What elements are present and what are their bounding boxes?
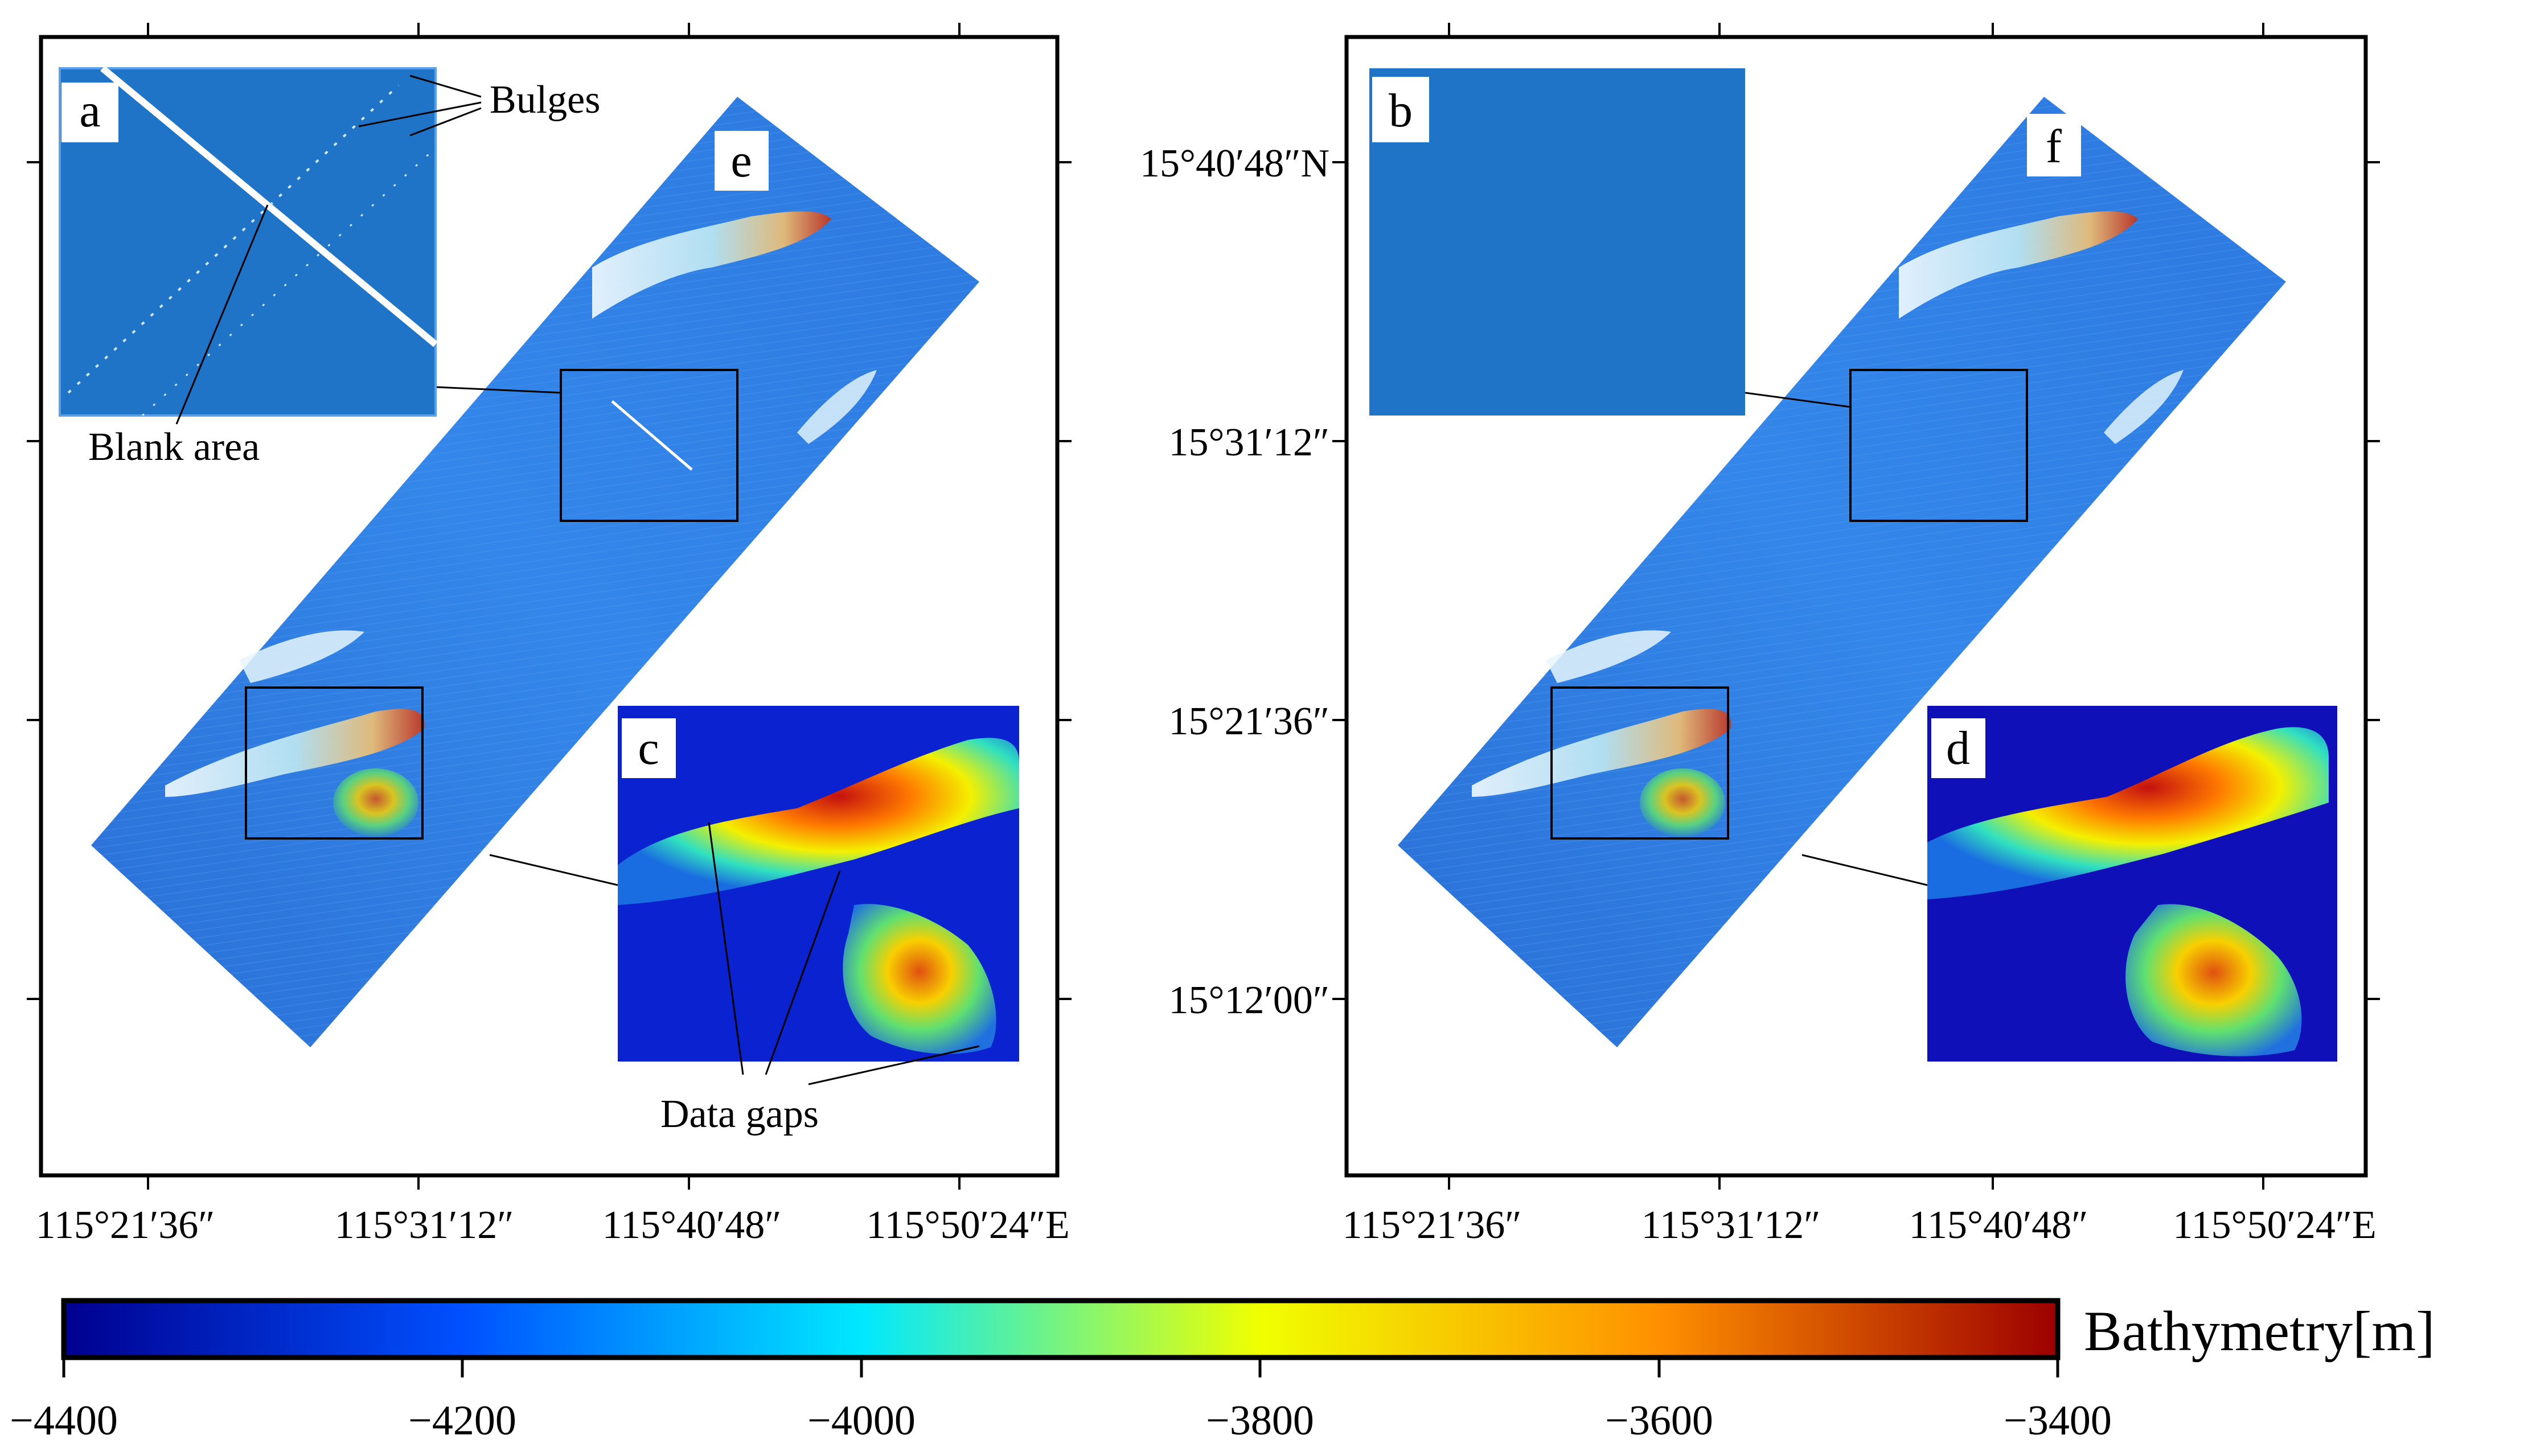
y-tick-label: 15°12′00″ <box>1169 978 1329 1022</box>
x-tick-label: 115°50′24″E <box>2173 1203 2377 1247</box>
x-tick-label: 115°31′12″ <box>335 1203 514 1247</box>
colorbar-tick-label: −4200 <box>408 1397 516 1444</box>
y-tick-label: 15°31′12″ <box>1169 421 1329 464</box>
right-ticks <box>1332 23 2380 1190</box>
inset-a-bulges-line <box>67 84 400 394</box>
southern-ridge <box>165 709 425 797</box>
inset-c-letter: c <box>638 722 659 775</box>
inset-a-blank-line <box>100 65 438 347</box>
map-panel-right: b f d 115°21′36″ 115°31′12″ 115°40′48″ 1… <box>1332 23 2380 1247</box>
southern-peak <box>333 768 418 837</box>
inset-b-letter-bg <box>1372 77 1429 142</box>
y-axis-labels: 15°40′48″N 15°31′12″ 15°21′36″ 15°12′00″ <box>1140 142 1329 1022</box>
panel-f-letter-bg <box>2027 114 2081 176</box>
top-ticks <box>27 23 1072 1190</box>
inset-a-image <box>59 67 437 417</box>
blank-area-artifact <box>611 400 693 471</box>
southern-peak <box>1640 768 1725 837</box>
colorbar-tick-label: −3400 <box>2004 1397 2112 1444</box>
colorbar-tick-label: −3800 <box>1206 1397 1314 1444</box>
colorbar-title: Bathymetry[m] <box>2084 1299 2435 1363</box>
northern-ridge <box>592 211 831 319</box>
colorbar-tick-label: −4000 <box>807 1397 916 1444</box>
northern-ridge <box>1899 211 2138 319</box>
blank-area-label: Blank area <box>88 425 260 469</box>
x-tick-label: 115°31′12″ <box>1641 1203 1821 1247</box>
southern-ridge <box>1472 709 1731 797</box>
x-tick-label: 115°21′36″ <box>1343 1203 1522 1247</box>
inset-c: c <box>618 706 1019 1062</box>
inset-d-letter: d <box>1946 722 1970 775</box>
data-gaps-label: Data gaps <box>660 1092 819 1136</box>
inset-b-letter: b <box>1389 84 1413 137</box>
inset-a: a <box>59 65 438 417</box>
y-tick-label: 15°40′48″N <box>1140 142 1329 186</box>
panel-e-letter-bg <box>715 131 769 191</box>
colorbar-ticks <box>62 1358 2059 1377</box>
map-panel-left: a Bulges Blank area e c Data gaps 11 <box>27 23 1072 1247</box>
inset-a-letter: a <box>79 84 100 137</box>
panel-e-letter: e <box>730 134 752 187</box>
inset-box-bottom <box>1550 686 1729 840</box>
colorbar: Bathymetry[m] −4400 −4200 −4000 −3800 −3… <box>10 1298 2435 1444</box>
bulges-label: Bulges <box>490 78 600 122</box>
swath-texture <box>91 97 979 1047</box>
inset-box-bottom <box>245 686 424 840</box>
inset-box-top <box>1849 369 2028 522</box>
inset-b: b <box>1369 68 1745 416</box>
eastern-ridge <box>797 370 877 444</box>
inset-d: d <box>1927 706 2337 1062</box>
connector-top <box>435 386 561 394</box>
x-tick-label: 115°21′36″ <box>36 1203 215 1247</box>
inset-c-letter-bg <box>622 718 676 778</box>
connector-top <box>1745 392 1851 408</box>
panel-f-letter: f <box>2046 120 2062 173</box>
inset-c-seamount <box>843 904 996 1054</box>
inset-a-letter-bg <box>61 83 118 142</box>
inset-d-ridge <box>1927 727 2329 899</box>
bulges-leaders <box>358 75 482 137</box>
colorbar-tick-label: −3600 <box>1605 1397 1713 1444</box>
connector-bottom <box>1801 854 1928 886</box>
colorbar-tick-label: −4400 <box>10 1397 118 1444</box>
western-ridge <box>239 630 364 683</box>
data-gaps-leaders <box>708 822 980 1085</box>
colorbar-gradient <box>61 1298 2061 1360</box>
inset-box-top <box>560 369 738 522</box>
x-tick-label: 115°40′48″ <box>1909 1203 2088 1247</box>
swath-texture <box>1398 97 2286 1047</box>
blank-area-leader <box>175 204 269 425</box>
western-ridge <box>1546 630 1671 683</box>
y-tick-label: 15°21′36″ <box>1169 700 1329 743</box>
inset-d-seamount <box>2125 904 2302 1056</box>
x-tick-label: 115°40′48″ <box>602 1203 782 1247</box>
inset-b-image <box>1369 68 1745 416</box>
inset-d-letter-bg <box>1931 718 1985 778</box>
connector-bottom <box>489 854 618 886</box>
x-tick-label: 115°50′24″E <box>866 1203 1070 1247</box>
eastern-ridge <box>2104 370 2184 444</box>
inset-c-ridge <box>618 738 1019 905</box>
